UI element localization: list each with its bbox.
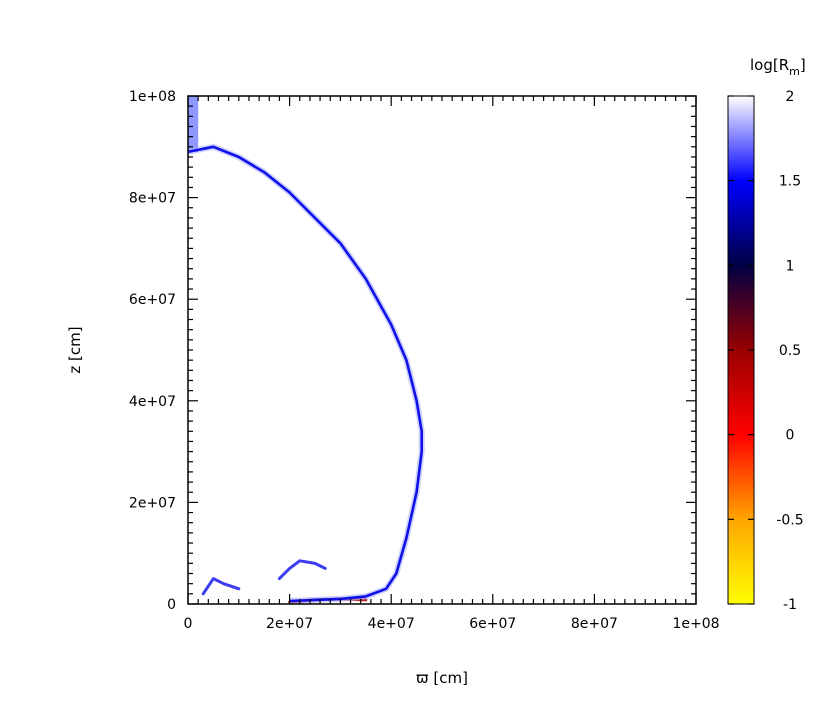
colorbar-title-sub: m [789,65,800,78]
colorbar-tick-label: 0 [786,428,795,444]
y-tick-label: 2e+07 [129,495,176,511]
y-tick-label: 8e+07 [129,191,176,207]
x-tick-label: 8e+07 [571,616,618,632]
colorbar-ticks: -1 -0.5 0 0.5 1 1.5 2 [728,89,804,613]
x-axis-label: ϖ [cm] [416,669,468,687]
x-tick-label: 6e+07 [469,616,516,632]
colorbar-tick-label: -0.5 [776,512,803,528]
plot-frame [187,95,697,605]
colorbar-title-end: ] [800,56,806,74]
y-axis-label: z [cm] [66,326,84,373]
y-tick-label: 0 [167,597,176,613]
colorbar-tick-label: 1 [786,258,795,274]
shock-front-line [187,145,423,603]
x-tick-label: 1e+08 [672,616,719,632]
x-tick-label: 4e+07 [368,616,415,632]
y-tick-label: 6e+07 [129,292,176,308]
polar-jet [188,96,199,152]
axis-ticks: 0 2e+07 4e+07 6e+07 8e+07 1e+08 0 2e+07 4e+07 6e+… [129,89,720,632]
data-layer [187,96,425,604]
colorbar-title-main: log[R [750,56,789,74]
colorbar-tick-label: -1 [783,597,797,613]
x-tick-label: 2e+07 [266,616,313,632]
colorbar-title: log[Rm] [750,56,806,78]
y-tick-label: 1e+08 [129,89,176,105]
colorbar-tick-label: 2 [786,89,795,105]
x-tick-label: 0 [184,616,193,632]
colorbar-tick-label: 1.5 [779,174,801,190]
colorbar-tick-label: 0.5 [779,343,801,359]
inner-feature-2 [277,559,327,581]
inner-feature-1 [201,577,241,596]
y-tick-label: 4e+07 [129,394,176,410]
